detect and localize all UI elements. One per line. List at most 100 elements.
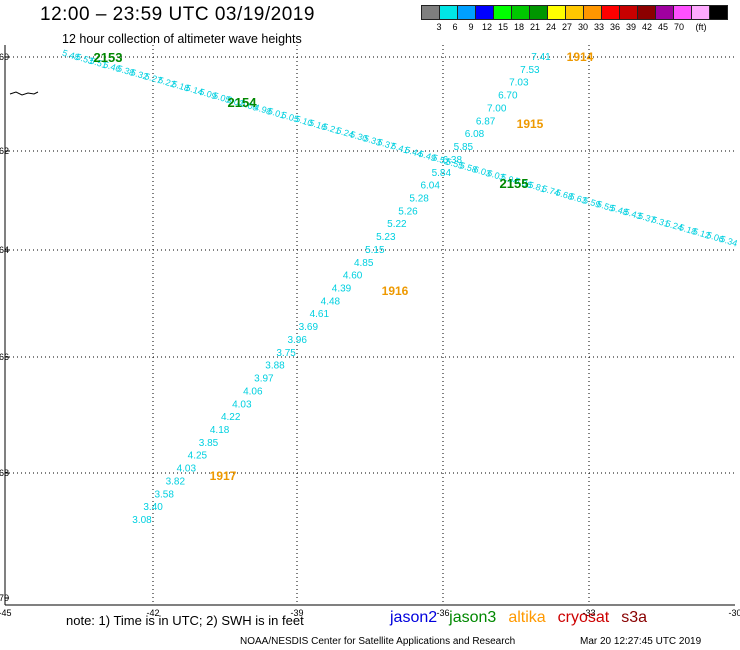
colorbar-swatch [421,5,440,20]
wave-height-colorbar [421,5,728,20]
ascending-swh-label: 4.03 [177,464,197,475]
legend-jason2: jason2 [390,609,438,626]
colorbar-label: 42 [641,22,653,32]
colorbar-label: 6 [452,22,458,32]
ascending-swh-label: 3.69 [299,322,319,333]
pass-time-label: 2154 [228,95,258,110]
colorbar-label: 45 [657,22,669,32]
colorbar-label: 12 [481,22,493,32]
axis-tick-labels: -60 -62 -64 -66 -68 -70 -45 -42 -39 -36 -33 -30 [0,52,740,618]
ascending-swh-label: 3.97 [254,374,274,385]
ascending-swh-label: 3.85 [199,438,219,449]
latitude-tick-label: -62 [0,146,9,156]
ascending-track: 7.41 7.53 7.03 6.707.00 6.87 6.08 5.85 6.38 5.84… [132,52,551,526]
colorbar-swatch [637,5,656,20]
ascending-swh-label: 7.41 [531,52,551,63]
colorbar-label: 18 [513,22,525,32]
ascending-swh-label: 4.60 [343,271,363,282]
colorbar-swatch [493,5,512,20]
longitude-tick-label: -36 [436,608,449,618]
ascending-swh-label: 5.22 [387,219,407,230]
colorbar-label: (ft) [695,22,707,32]
ascending-swh-label: 5.26 [398,206,418,217]
colorbar-swatch [511,5,530,20]
legend-cryosat: cryosat [557,609,610,626]
ascending-swh-label: 6.87 [476,116,496,127]
latitude-tick-label: -66 [0,352,9,362]
generated-timestamp: Mar 20 12:27:45 UTC 2019 [580,636,702,647]
ascending-swh-label: 3.96 [287,335,307,346]
colorbar-label: 27 [561,22,573,32]
ascending-swh-label: 6.04 [420,181,440,192]
ascending-swh-label: 7.00 [487,103,507,114]
ascending-swh-label: 6.70 [498,91,518,102]
colorbar-swatch [691,5,710,20]
ascending-swh-label: 5.84 [432,168,452,179]
colorbar-swatch [547,5,566,20]
colorbar-label: 3 [436,22,442,32]
map-subtitle: 12 hour collection of altimeter wave hei… [62,32,302,46]
ascending-swh-label: 3.58 [154,489,174,500]
ascending-swh-label: 7.03 [509,78,529,89]
colorbar-label: 15 [497,22,509,32]
pass-time-label: 1916 [382,284,409,298]
latitude-tick-label: -60 [0,52,9,62]
colorbar-label: 33 [593,22,605,32]
colorbar-label: 70 [673,22,685,32]
colorbar-swatch [601,5,620,20]
longitude-tick-label: -45 [0,608,12,618]
latitude-tick-label: -70 [0,593,9,603]
pass-time-label: 1914 [567,50,594,64]
colorbar-label: 36 [609,22,621,32]
descending-swh-label: 5.34 [719,234,739,249]
ascending-swh-label: 7.53 [520,65,540,76]
ascending-swh-label: 3.40 [143,502,163,513]
colorbar-label: 39 [625,22,637,32]
ascending-swh-label: 6.08 [465,129,485,140]
longitude-tick-label: -39 [290,608,303,618]
colorbar-swatch [673,5,692,20]
ascending-swh-label: 3.88 [265,361,285,372]
ascending-swh-label: 3.82 [166,476,186,487]
longitude-tick-label: -30 [728,608,740,618]
ascending-swh-label: 4.39 [332,284,352,295]
colorbar-label: 9 [468,22,474,32]
pass-time-label: 1917 [210,469,237,483]
ascending-swh-label: 5.85 [454,142,474,153]
legend-jason3: jason3 [449,609,497,626]
map-grid [5,45,735,605]
ascending-swh-label: 5.28 [409,194,429,205]
pass-time-label: 1915 [517,117,544,131]
ascending-swh-label: 5.15 [365,245,385,256]
colorbar-swatch [457,5,476,20]
ascending-swh-label: 4.18 [210,425,230,436]
ascending-swh-label: 4.61 [310,309,330,320]
colorbar-swatch [655,5,674,20]
colorbar-label: 30 [577,22,589,32]
ascending-swh-label: 4.85 [354,258,374,269]
colorbar-label: 24 [545,22,557,32]
latitude-tick-label: -64 [0,245,9,255]
map-frame [4,45,735,606]
colorbar-labels: 3 6 9 12 15 18 21 24 27 30 33 36 39 42 45 70 (ft) [422,22,740,34]
coastline-fragment [9,91,39,96]
footer-note: note: 1) Time is in UTC; 2) SWH is in fe… [66,613,304,628]
pass-time-labels: 1914 1915 1916 1917 2153 2154 2155 [94,50,594,483]
latitude-tick-label: -68 [0,468,9,478]
ascending-swh-label: 3.08 [132,515,152,526]
map-title: 12:00 – 23:59 UTC 03/19/2019 [40,4,315,25]
colorbar-swatch [565,5,584,20]
colorbar-swatch [439,5,458,20]
colorbar-swatch [709,5,728,20]
colorbar-swatch [475,5,494,20]
legend-altika: altika [508,609,546,626]
satellite-legend: jason2 jason3 altika cryosat s3a [390,609,659,627]
pass-time-label: 2155 [500,176,529,191]
longitude-tick-label: -42 [146,608,159,618]
ascending-swh-label: 4.22 [221,412,241,423]
colorbar-label: 21 [529,22,541,32]
ascending-swh-label: 5.23 [376,232,396,243]
ascending-swh-label: 4.03 [232,399,252,410]
longitude-tick-label: -33 [582,608,595,618]
